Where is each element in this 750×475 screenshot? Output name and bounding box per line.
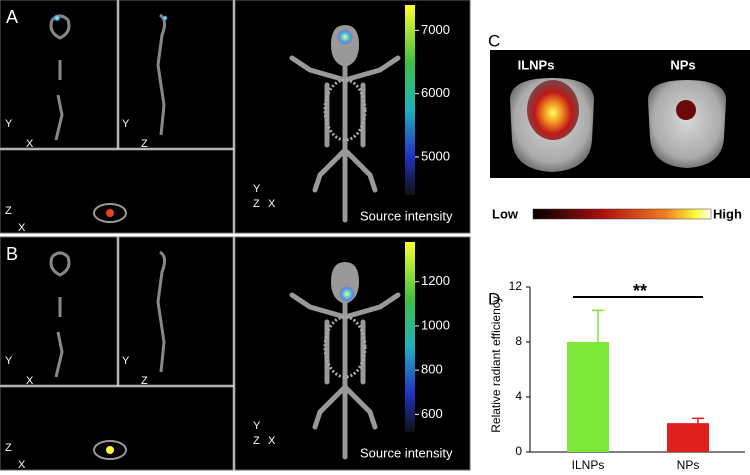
axis-letter: Y: [5, 118, 13, 130]
view-pane: [118, 236, 234, 386]
brain-ilnps: [510, 78, 594, 172]
mouse-slice: [49, 251, 71, 378]
scale-low: Low: [492, 206, 519, 221]
significance-mark: **: [633, 281, 647, 301]
axis-letter: X: [268, 435, 276, 447]
mouse-slice: [93, 203, 127, 223]
axis-letter: X: [18, 222, 26, 234]
axis-letter: Z: [141, 138, 148, 150]
axis-letter: Z: [5, 442, 12, 454]
mouse-ribcage: [323, 315, 367, 379]
group-label: NPs: [670, 57, 695, 72]
axis-letter: Z: [5, 205, 12, 217]
axis-letter: Y: [5, 355, 13, 367]
y-tick-label: 4: [515, 389, 522, 403]
colorbar: [405, 5, 415, 195]
axis-letter: Y: [253, 183, 261, 195]
hotspot: [106, 446, 114, 454]
bar: [667, 423, 709, 452]
panel-letter: A: [6, 7, 18, 27]
colorbar: [405, 242, 415, 432]
colorbar-label: Source intensity: [360, 208, 453, 223]
view-pane: [0, 149, 234, 234]
x-tick-label: NPs: [677, 458, 700, 472]
mouse-slice: [93, 440, 127, 460]
colorbar-tick-label: 6000: [421, 85, 450, 100]
colorbar-tick-label: 5000: [421, 148, 450, 163]
axis-letter: X: [18, 459, 26, 471]
panel-letter: D: [488, 289, 500, 308]
bar: [567, 342, 609, 452]
hotspot: [53, 14, 61, 22]
colorbar-tick-label: 600: [421, 406, 443, 421]
intensity-scale: [532, 208, 712, 220]
axis-letter: Y: [122, 355, 130, 367]
group-label: ILNPs: [518, 57, 555, 72]
axis-letter: Y: [122, 118, 130, 130]
axis-letter: X: [268, 198, 276, 210]
x-tick-label: ILNPs: [572, 458, 605, 472]
axis-letter: X: [26, 375, 34, 387]
brain-nps: [648, 80, 726, 168]
colorbar-tick-label: 7000: [421, 22, 450, 37]
mouse-ribcage: [323, 78, 367, 142]
axis-letter: Y: [253, 420, 261, 432]
mouse-slice: [156, 13, 167, 136]
colorbar-tick-label: 1000: [421, 317, 450, 332]
panel-letter: B: [6, 244, 18, 264]
colorbar-tick-label: 1200: [421, 273, 450, 288]
axis-letter: Z: [253, 435, 260, 447]
colorbar-label: Source intensity: [360, 445, 453, 460]
y-tick-label: 8: [515, 334, 522, 348]
hotspot: [106, 209, 114, 217]
hotspot: [339, 286, 355, 302]
y-tick-label: 0: [515, 444, 522, 458]
colorbar-tick-label: 800: [421, 362, 443, 377]
y-tick-label: 12: [509, 279, 523, 293]
axis-letter: Z: [253, 198, 260, 210]
axis-letter: Z: [141, 375, 148, 387]
hotspot: [337, 29, 353, 45]
scale-high: High: [713, 206, 742, 221]
view-pane: [0, 386, 234, 471]
hotspot: [162, 15, 168, 21]
y-axis-label: Relative radiant efficiency: [489, 296, 503, 433]
mouse-slice: [156, 250, 167, 373]
mouse-skeleton: [289, 292, 401, 460]
panel-letter: C: [488, 31, 500, 50]
axis-letter: X: [26, 138, 34, 150]
mouse-skeleton: [289, 55, 401, 223]
view-pane: [118, 0, 234, 149]
